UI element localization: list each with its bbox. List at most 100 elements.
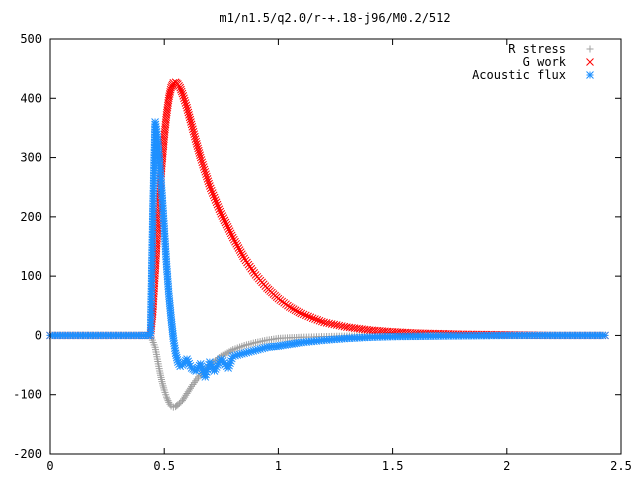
data-point [201, 373, 210, 381]
data-point [179, 92, 188, 100]
data-point [253, 345, 262, 354]
data-point [172, 353, 181, 362]
data-point [191, 132, 199, 141]
data-point [240, 349, 248, 358]
data-point [171, 349, 180, 358]
data-point [203, 365, 212, 374]
data-point [225, 227, 234, 235]
chart-title: m1/n1.5/q2.0/r-+.18-j96/M0.2/512 [219, 11, 450, 25]
data-point [256, 345, 264, 353]
data-point [180, 94, 188, 103]
axis-ticks: 0 0.5 1 1.5 2 2.5 -200 -100 0 100 200 300 400 500 [13, 32, 632, 473]
data-point [238, 250, 246, 259]
data-point [230, 235, 238, 244]
data-point [238, 349, 246, 358]
data-point [206, 358, 214, 366]
y-tick-label: 200 [20, 210, 42, 224]
data-point [198, 158, 207, 167]
data-point [176, 362, 185, 371]
data-point [175, 360, 183, 369]
data-point [199, 366, 207, 375]
y-tick-label: 100 [20, 269, 42, 283]
data-point [202, 370, 210, 379]
data-point [217, 210, 226, 218]
data-point [189, 125, 197, 134]
data-point [232, 239, 240, 248]
data-point [260, 344, 269, 352]
data-point [194, 146, 203, 155]
x-tick-label: 2 [503, 459, 510, 473]
data-point [251, 346, 260, 355]
data-point [216, 207, 225, 216]
data-point [173, 356, 182, 364]
y-tick-label: 400 [20, 91, 42, 105]
data-point [197, 156, 206, 164]
data-point [234, 244, 243, 252]
x-tick-label: 1 [275, 459, 282, 473]
y-tick-label: -100 [13, 388, 42, 402]
data-point [199, 160, 207, 169]
data-point [242, 348, 251, 357]
data-point [184, 108, 193, 117]
data-point [163, 395, 171, 403]
data-point [226, 359, 234, 368]
data-point [183, 106, 192, 114]
data-point [176, 83, 185, 92]
data-point [185, 113, 194, 122]
data-point [202, 170, 210, 179]
data-point [601, 331, 609, 340]
data-point [178, 89, 187, 98]
legend-label: R stress [508, 42, 566, 56]
data-point [186, 115, 195, 124]
data-point [205, 179, 213, 188]
data-point [306, 313, 315, 322]
data-point [208, 189, 217, 197]
data-point [164, 397, 172, 405]
data-point [285, 303, 294, 311]
data-point [231, 237, 239, 246]
data-point [222, 220, 231, 229]
y-tick-label: -200 [13, 447, 42, 461]
data-point [197, 362, 206, 370]
legend-label: G work [523, 55, 567, 69]
data-point [215, 359, 223, 367]
data-point [228, 352, 237, 361]
data-point [188, 122, 197, 131]
data-point [172, 351, 181, 360]
data-point [200, 165, 209, 174]
data-point [174, 358, 182, 366]
data-point [198, 364, 207, 373]
data-point [192, 139, 201, 148]
data-point [211, 196, 220, 204]
data-point [203, 175, 212, 183]
data-point [202, 368, 211, 376]
y-tick-label: 0 [35, 328, 42, 342]
data-point [227, 231, 236, 240]
data-point [193, 142, 202, 150]
data-point [223, 222, 232, 231]
data-point [295, 308, 304, 317]
y-tick-label: 300 [20, 151, 42, 165]
data-point [166, 400, 174, 408]
data-point [308, 314, 317, 323]
data-point [258, 344, 267, 353]
plot-frame [49, 38, 622, 455]
data-point [228, 233, 237, 242]
data-point [185, 111, 193, 119]
data-point [313, 316, 322, 324]
data-point [287, 304, 296, 312]
data-point [182, 101, 191, 110]
data-point [233, 242, 242, 250]
legend-marker [586, 58, 594, 66]
data-point [219, 214, 228, 223]
x-tick-label: 0 [46, 459, 53, 473]
data-point [165, 398, 173, 406]
data-point [209, 191, 218, 200]
data-point [213, 200, 222, 209]
data-point [293, 307, 302, 316]
data-point [315, 316, 324, 325]
data-point [181, 393, 189, 401]
data-point [169, 79, 178, 87]
data-point [247, 347, 255, 356]
